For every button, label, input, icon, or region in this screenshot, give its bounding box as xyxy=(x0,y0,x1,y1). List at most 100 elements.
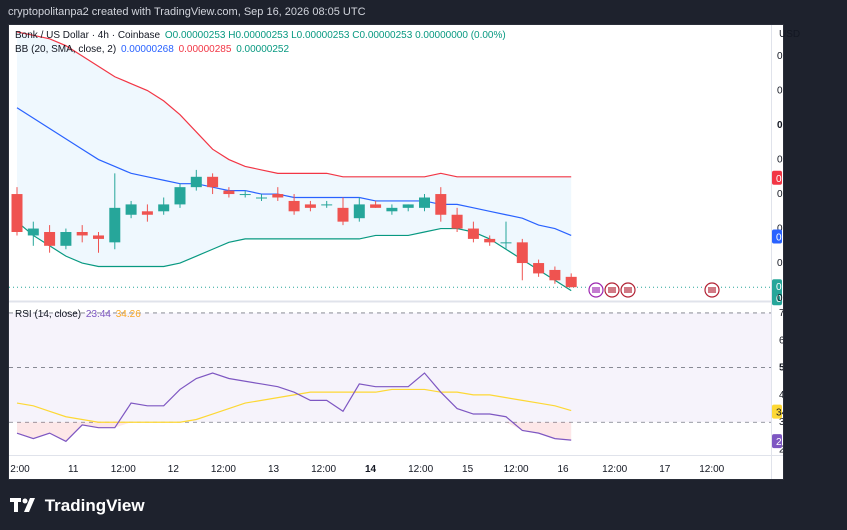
rsi-value-tag: 23.44 xyxy=(776,437,783,448)
candle-body xyxy=(190,176,202,188)
rsi-tick-label: 30.00 xyxy=(779,417,783,428)
candle-body xyxy=(435,194,447,215)
price-tick-label: 0.00000260 xyxy=(777,258,783,269)
candle-body xyxy=(451,214,463,229)
bb-band-fill xyxy=(17,31,572,291)
rsi-ma-line xyxy=(16,388,572,423)
rsi-oversold-fill xyxy=(17,422,572,442)
rsi-tick-label: 60.00 xyxy=(779,335,783,346)
price-tick-label: 0.00000290 xyxy=(777,155,783,166)
bb-label: BB (20, SMA, close, 2) xyxy=(15,44,117,55)
bb-legend: BB (20, SMA, close, 2) 0.00000268 0.0000… xyxy=(15,44,291,55)
price-tick-label: 0.00000320 xyxy=(777,51,783,62)
candle-body xyxy=(516,242,528,264)
rsi-tick-label: 70.00 xyxy=(779,308,783,319)
tradingview-brand: TradingView xyxy=(44,496,145,515)
candle-body xyxy=(288,200,300,212)
bb-upper-line xyxy=(16,31,572,178)
rsi-lower-zone xyxy=(9,422,771,455)
candle-body xyxy=(467,228,479,239)
time-tick-label: 13 xyxy=(268,464,280,475)
last-price-tag-bg xyxy=(772,279,782,306)
rsi-line xyxy=(16,372,572,443)
candle-body xyxy=(370,204,382,208)
rsi-ma-tag-bg xyxy=(772,404,782,419)
candles-group xyxy=(11,169,577,288)
time-tick-label: 12:00 xyxy=(504,464,529,475)
credit-header: cryptopolitanpa2 created with TradingVie… xyxy=(8,6,366,18)
bb-basis-price-tag-bg xyxy=(772,229,782,244)
us-flag-event-icon-fill xyxy=(624,287,632,293)
price-tick-label: 0.00000280 xyxy=(777,189,783,200)
rsi-value-tag-bg xyxy=(772,434,782,449)
candle-body xyxy=(239,194,251,196)
rsi-label: RSI (14, close) xyxy=(15,309,82,320)
candle-body xyxy=(223,190,235,195)
tradingview-logo[interactable]: TradingView xyxy=(10,496,145,517)
candle-body xyxy=(533,263,545,274)
lightning-event-icon-fill xyxy=(592,287,600,293)
us-flag-event-icon xyxy=(620,282,636,298)
chart-area[interactable]: 0.00000320 0.00000310 0.00000300 0.00000290… xyxy=(8,24,800,480)
price-tick-label: 0.00000270 xyxy=(777,224,783,235)
us-flag-event-icon xyxy=(604,282,620,298)
rsi-legend: RSI (14, close) 23.44 34.26 xyxy=(15,309,143,320)
rsi-tick-label: 50.00 xyxy=(779,363,783,374)
us-flag-event-icon-fill xyxy=(708,287,716,293)
candle-body xyxy=(549,269,561,281)
chart-svg[interactable]: 0.00000320 0.00000310 0.00000300 0.00000290… xyxy=(9,25,783,479)
candle-body xyxy=(158,204,170,212)
candle-body xyxy=(141,211,153,215)
currency-label[interactable]: USD xyxy=(779,29,801,40)
candle-body xyxy=(60,232,72,246)
rsi-ma-value: 34.26 xyxy=(115,309,141,320)
candle-body xyxy=(109,207,121,243)
candle-body xyxy=(321,204,333,206)
candle-body xyxy=(337,207,349,222)
tradingview-logo-icon xyxy=(10,497,36,517)
lightning-event-icon xyxy=(588,282,604,298)
time-tick-label: 16 xyxy=(557,464,569,475)
last-price-tag-countdown: 03:54:59 xyxy=(776,294,783,305)
last-price-tag: 0.00000253 xyxy=(776,282,783,293)
rsi-tick-label: 20.00 xyxy=(779,445,783,456)
time-tick-label: 12:00 xyxy=(211,464,236,475)
rsi-value: 23.44 xyxy=(85,309,111,320)
candle-body xyxy=(76,232,88,236)
candle-body xyxy=(93,235,104,239)
time-tick-label: 17 xyxy=(659,464,671,475)
price-tick-label: 0.00000310 xyxy=(777,86,783,97)
rsi-tick-label: 40.00 xyxy=(779,390,783,401)
candle-body xyxy=(500,242,512,244)
candle-body xyxy=(419,197,430,208)
time-tick-label: 12:00 xyxy=(311,464,336,475)
candle-body xyxy=(353,204,365,219)
time-tick-label: 2:00 xyxy=(10,464,30,475)
time-tick-label: 11 xyxy=(68,464,79,475)
symbol-legend: Bonk / US Dollar · 4h · Coinbase O0.0000… xyxy=(15,30,508,41)
bb-lower-value: 0.00000252 xyxy=(236,44,290,55)
bb-basis-value: 0.00000268 xyxy=(120,44,174,55)
candle-body xyxy=(11,194,23,232)
candle-body xyxy=(402,204,414,208)
time-tick-label: 12:00 xyxy=(111,464,136,475)
candle-body xyxy=(386,207,398,212)
bb-upper-price-tag: 0.00000285 xyxy=(776,174,783,185)
time-tick-label: 12:00 xyxy=(602,464,627,475)
rsi-ma-tag: 34.26 xyxy=(776,408,783,419)
candle-body xyxy=(174,187,186,205)
time-tick-label: 12:00 xyxy=(699,464,724,475)
ohlc-values: O0.00000253 H0.00000253 L0.00000253 C0.0… xyxy=(164,30,506,41)
candle-body xyxy=(256,197,267,199)
symbol-title: Bonk / US Dollar · 4h · Coinbase xyxy=(15,30,161,41)
time-tick-label: 12:00 xyxy=(408,464,433,475)
candle-body xyxy=(484,238,496,243)
candle-body xyxy=(125,204,137,215)
candle-body xyxy=(304,204,316,208)
us-flag-event-icon xyxy=(704,282,720,298)
candle-body xyxy=(27,228,39,236)
time-tick-label: 15 xyxy=(462,464,474,475)
price-tick-label: 0.00000300 xyxy=(777,120,783,131)
candle-body xyxy=(565,276,577,288)
candle-body xyxy=(44,232,56,246)
